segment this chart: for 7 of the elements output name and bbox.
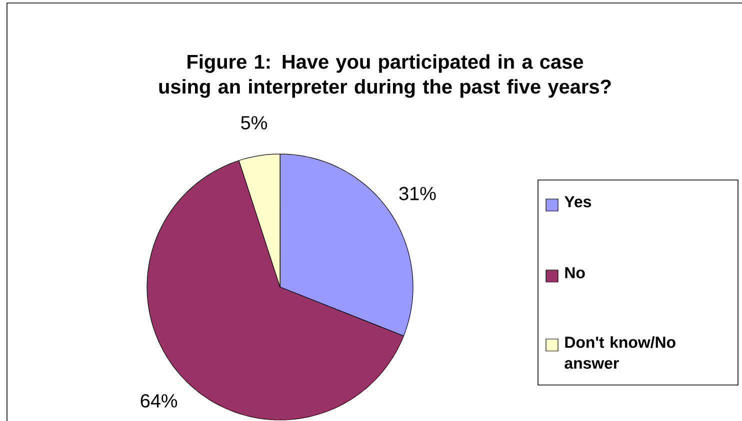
chart-title: Figure 1: Have you participated in a case using an interpreter during the past five years?	[159, 54, 611, 98]
legend-label: Don't know/No answer	[564, 336, 676, 369]
data-label: 64%	[140, 394, 178, 408]
data-label: 5%	[241, 116, 267, 130]
legend-label: Yes	[564, 196, 592, 208]
legend-label: No	[565, 267, 585, 278]
data-label: 31%	[399, 186, 436, 200]
